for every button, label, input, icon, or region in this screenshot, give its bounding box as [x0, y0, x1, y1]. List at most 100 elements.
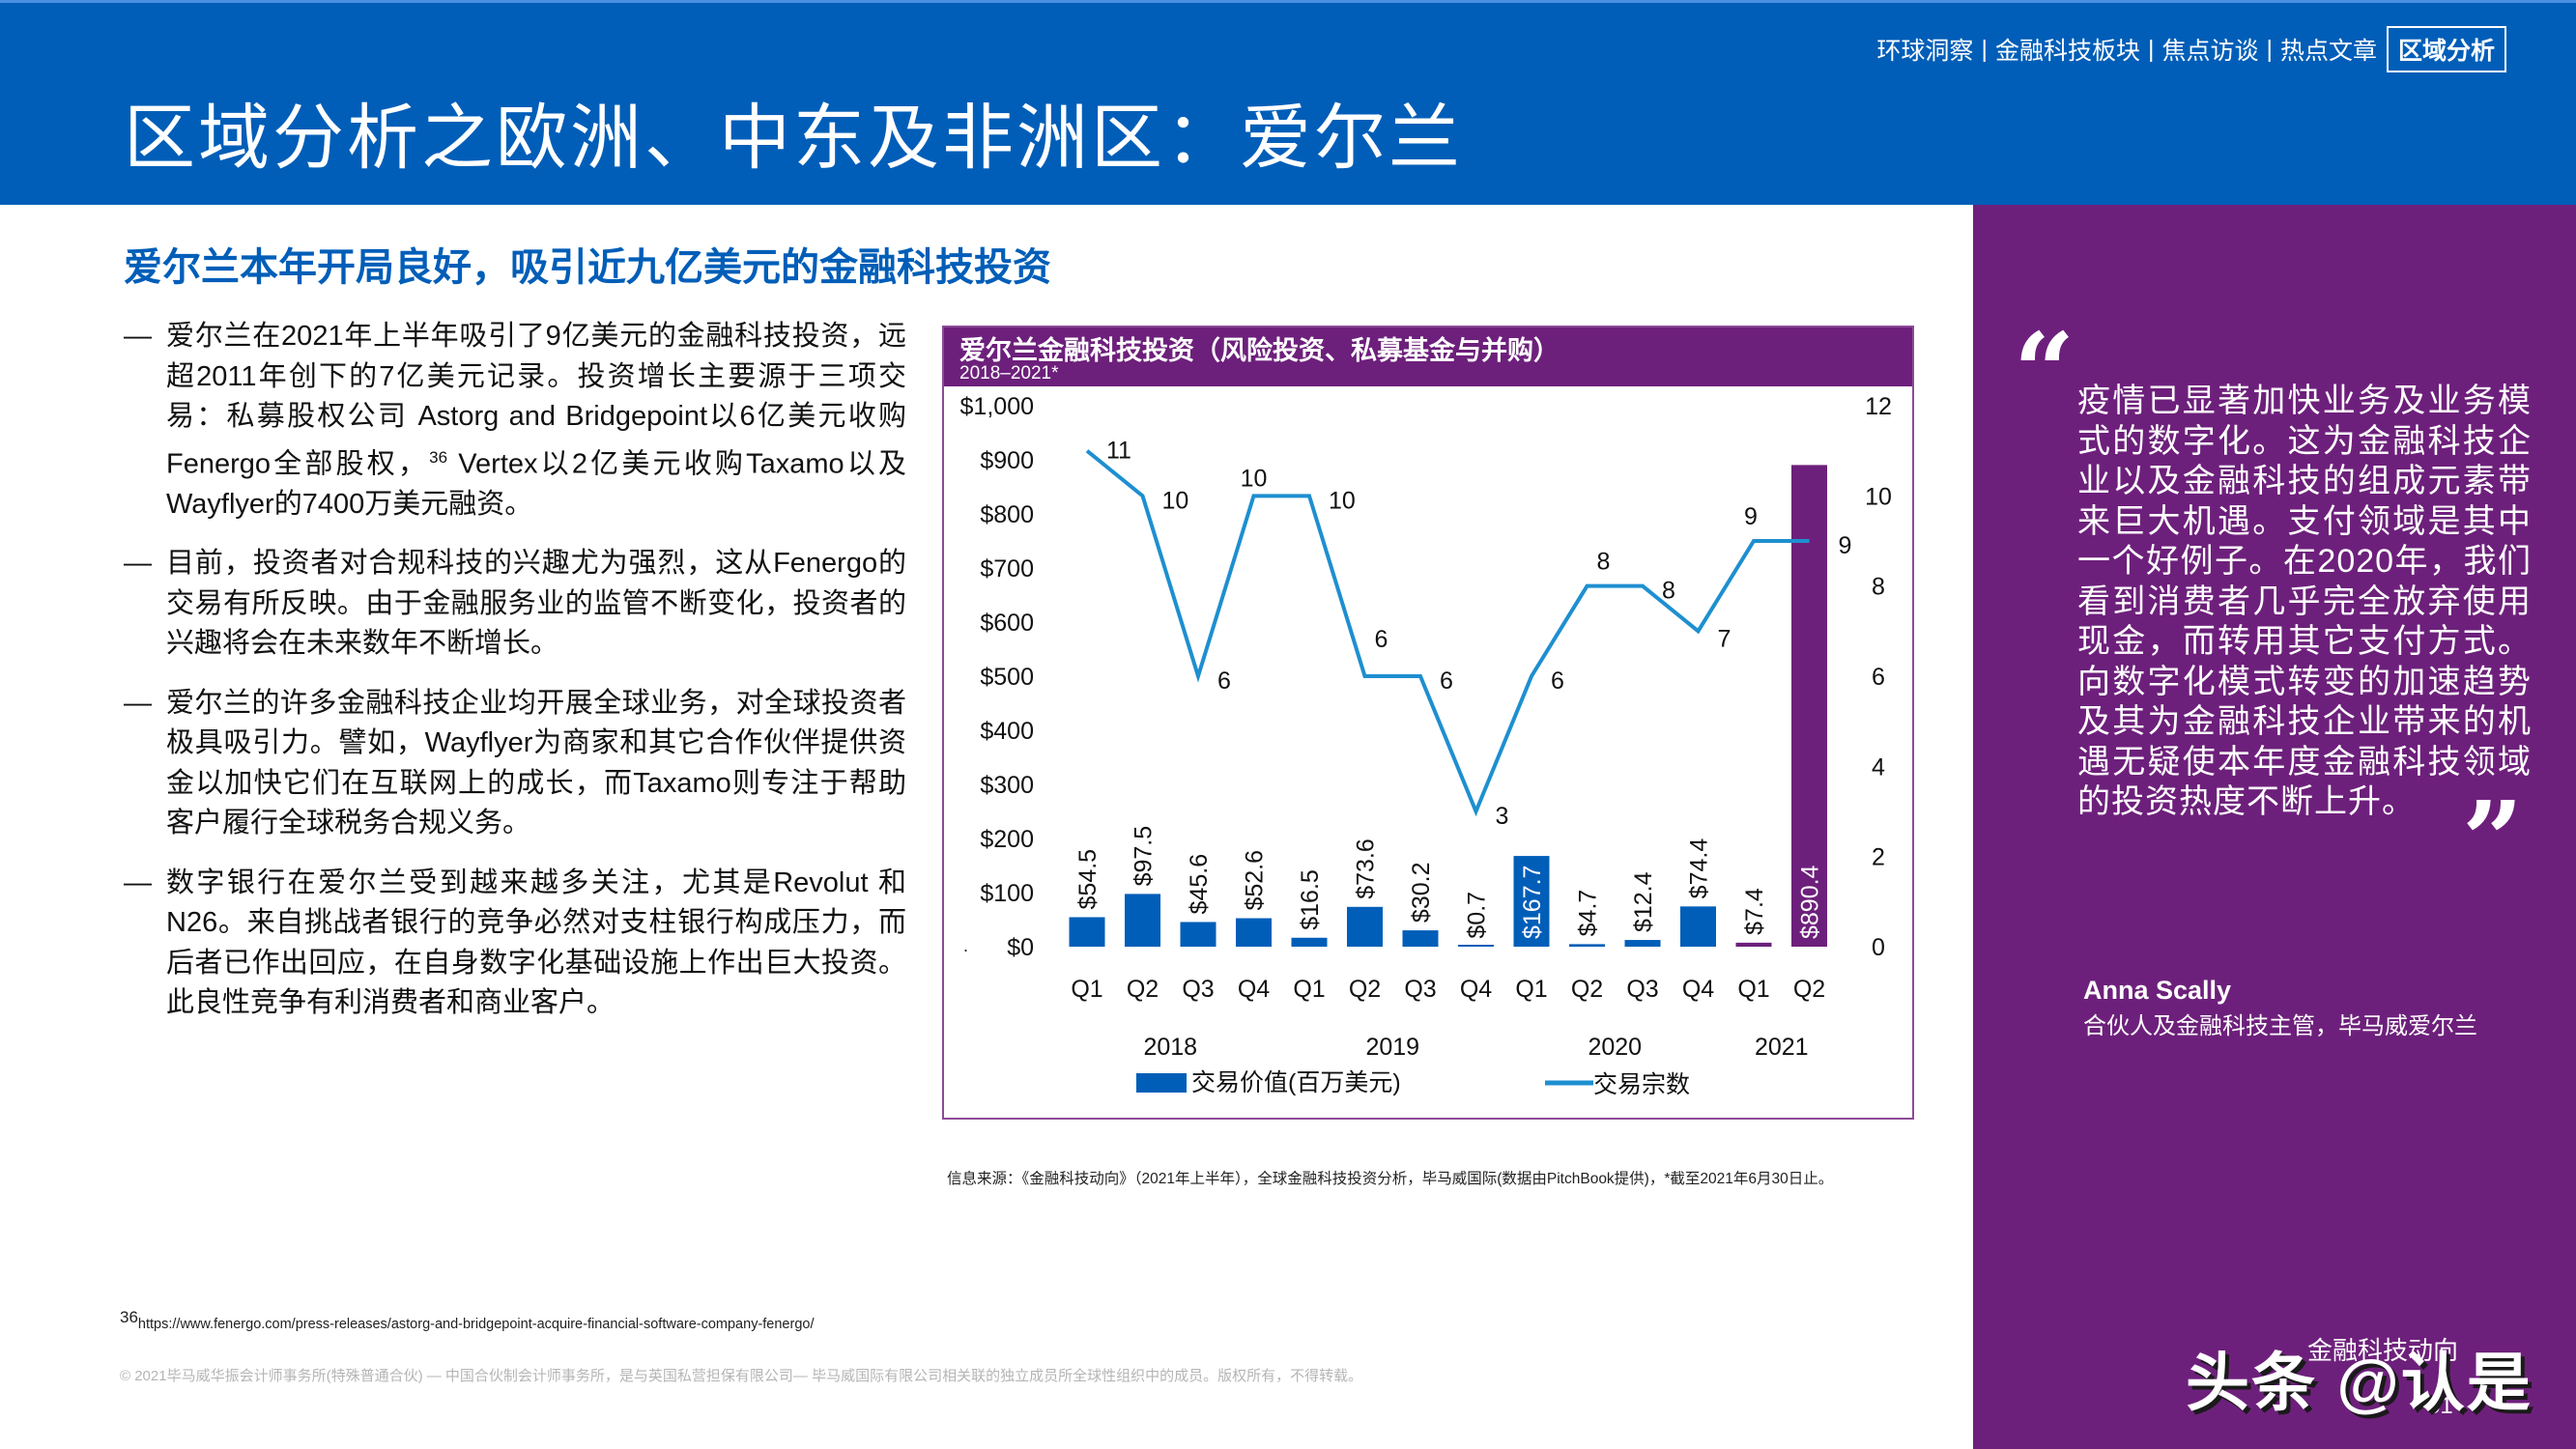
quote-author-name: Anna Scally — [2083, 976, 2232, 1005]
left-axis-tick: $500 — [980, 664, 1034, 691]
nav-separator: | — [1981, 35, 1988, 63]
legend-line-label: 交易宗数 — [1593, 1071, 1690, 1098]
bar — [1735, 942, 1772, 947]
quarter-label: Q1 — [1515, 976, 1547, 1003]
year-label: 2019 — [1365, 1034, 1419, 1061]
legend-bar-swatch — [1136, 1073, 1187, 1093]
bar — [1624, 940, 1661, 947]
deal-count-line — [1085, 449, 1810, 817]
deal-count-label: 6 — [1440, 668, 1453, 695]
bar — [1180, 922, 1216, 947]
bullet-item: — 爱尔兰的许多金融科技企业均开展全球业务，对全球投资者极具吸引力。譬如，Way… — [124, 684, 906, 844]
deal-count-label: 8 — [1597, 549, 1611, 576]
left-axis-tick: $300 — [980, 772, 1034, 799]
left-axis-tick: $700 — [980, 555, 1034, 582]
quarter-label: Q3 — [1626, 976, 1658, 1003]
watermark: 头条 @认是 — [2186, 1347, 2533, 1418]
left-axis-tick: $100 — [980, 880, 1034, 907]
deal-count-label: 3 — [1496, 803, 1509, 830]
quarter-label: Q4 — [1682, 976, 1714, 1003]
page-header: 环球洞察 | 金融科技板块 | 焦点访谈 | 热点文章 区域分析 区域分析之欧洲… — [0, 0, 2576, 205]
bar — [1402, 930, 1439, 947]
deal-count-label: 10 — [1241, 465, 1268, 492]
chart-subtitle: 2018–2021* — [959, 363, 1059, 384]
quarter-label: Q1 — [1293, 976, 1325, 1003]
bar-value-label: $16.5 — [1297, 869, 1324, 930]
nav-item-fintech-sector[interactable]: 金融科技板块 — [1994, 38, 2140, 65]
bar — [1347, 906, 1383, 947]
quote-panel — [1973, 205, 2576, 1449]
chart-header: 爱尔兰金融科技投资（风险投资、私募基金与并购） 2018–2021* — [944, 327, 1912, 386]
deal-count-label: 8 — [1662, 578, 1675, 605]
deal-count-label: 11 — [1106, 438, 1131, 465]
year-label: 2021 — [1755, 1034, 1809, 1061]
quarter-label: Q3 — [1404, 976, 1436, 1003]
bar — [1236, 918, 1272, 947]
bar-value-label: $4.7 — [1575, 890, 1602, 937]
bar-value-label: $12.4 — [1630, 871, 1657, 932]
bar — [1791, 465, 1827, 947]
left-axis-tick: $400 — [980, 718, 1034, 745]
deal-count-label: 6 — [1551, 668, 1564, 695]
right-axis-tick: 12 — [1865, 393, 1892, 420]
deal-count-label: 6 — [1217, 668, 1231, 695]
year-label: 2020 — [1588, 1034, 1642, 1061]
chart-source: 信息来源：《金融科技动向》（2021年上半年），全球金融科技投资分析，毕马威国际… — [947, 1171, 1834, 1187]
left-axis-tick: $600 — [980, 610, 1034, 637]
bar — [1069, 917, 1105, 947]
quarter-label: Q2 — [1349, 976, 1381, 1003]
legend-bar-label: 交易价值(百万美元) — [1191, 1069, 1401, 1096]
bullet-dash: — — [124, 321, 152, 352]
deal-count-label: 6 — [1375, 626, 1388, 653]
footnote-ref[interactable]: 36 — [429, 447, 448, 467]
nav-item-hot-articles[interactable]: 热点文章 — [2279, 38, 2377, 65]
bar-value-label: $167.7 — [1519, 866, 1546, 939]
footnote-number: 36 — [120, 1308, 138, 1326]
left-axis-tick: $200 — [980, 826, 1034, 853]
deal-count-label: 10 — [1162, 487, 1189, 514]
right-axis-tick: 2 — [1872, 844, 1885, 871]
bar-value-label: $73.6 — [1353, 838, 1380, 899]
bullet-text: 爱尔兰的许多金融科技企业均开展全球业务，对全球投资者极具吸引力。譬如，Wayfl… — [166, 687, 906, 839]
bullet-item: — 目前，投资者对合规科技的兴趣尤为强烈，这从Fenergo的交易有所反映。由于… — [124, 544, 906, 665]
page-number: 51 — [2427, 1393, 2453, 1419]
left-axis-tick: $1,000 — [960, 393, 1034, 420]
bullet-item: — 数字银行在爱尔兰受到越来越多关注，尤其是Revolut 和N26。来自挑战者… — [124, 864, 906, 1024]
left-axis-tick: $800 — [980, 501, 1034, 528]
bar-value-label: $30.2 — [1408, 863, 1435, 923]
bar — [1569, 944, 1605, 947]
bullet-dash: — — [124, 867, 152, 898]
right-axis-tick: 10 — [1865, 483, 1892, 510]
nav-item-interviews[interactable]: 焦点访谈 — [2161, 38, 2259, 65]
nav-item-regional-analysis[interactable]: 区域分析 — [2386, 26, 2506, 72]
bar — [1680, 906, 1716, 947]
footnote-link[interactable]: https://www.fenergo.com/press-releases/a… — [137, 1316, 815, 1332]
right-axis-tick: 8 — [1872, 574, 1885, 601]
open-quote-icon: “ — [2014, 309, 2075, 434]
section-nav: 环球洞察 | 金融科技板块 | 焦点访谈 | 热点文章 区域分析 — [1876, 26, 2506, 72]
quarter-label: Q2 — [1127, 976, 1159, 1003]
nav-item-global-insights[interactable]: 环球洞察 — [1876, 38, 1974, 65]
deal-count-label: 7 — [1718, 625, 1732, 652]
bar — [1513, 856, 1550, 947]
bullet-text: 爱尔兰在2021年上半年吸引了9亿美元的金融科技投资，远超2011年创下的7亿美… — [166, 321, 906, 480]
bar — [1458, 945, 1494, 947]
bar-value-label: $74.4 — [1686, 838, 1713, 899]
bullet-text: 数字银行在爱尔兰受到越来越多关注，尤其是Revolut 和N26。来自挑战者银行… — [166, 867, 906, 1019]
deal-count-label: 10 — [1329, 487, 1356, 514]
bar-value-label: $7.4 — [1741, 888, 1768, 935]
nav-separator: | — [2147, 35, 2155, 63]
left-axis-tick: $0 — [1007, 934, 1034, 961]
quote-author-role: 合伙人及金融科技主管，毕马威爱尔兰 — [2083, 1013, 2477, 1039]
quarter-label: Q4 — [1238, 976, 1270, 1003]
close-quote-icon: ” — [2462, 778, 2524, 902]
bullet-text: Vertex以2亿美元收购Taxamo以及Wayflyer的7400万美元融资。 — [166, 448, 907, 520]
bar-value-label: $0.7 — [1464, 892, 1491, 939]
quarter-label: Q2 — [1571, 976, 1603, 1003]
chart-title: 爱尔兰金融科技投资（风险投资、私募基金与并购） — [959, 336, 1560, 365]
year-label: 2018 — [1143, 1034, 1197, 1061]
left-axis-tick: $900 — [980, 447, 1034, 474]
bullet-item: — 爱尔兰在2021年上半年吸引了9亿美元的金融科技投资，远超2011年创下的7… — [124, 317, 906, 525]
bar — [1125, 894, 1160, 947]
nav-separator: | — [2266, 35, 2273, 63]
